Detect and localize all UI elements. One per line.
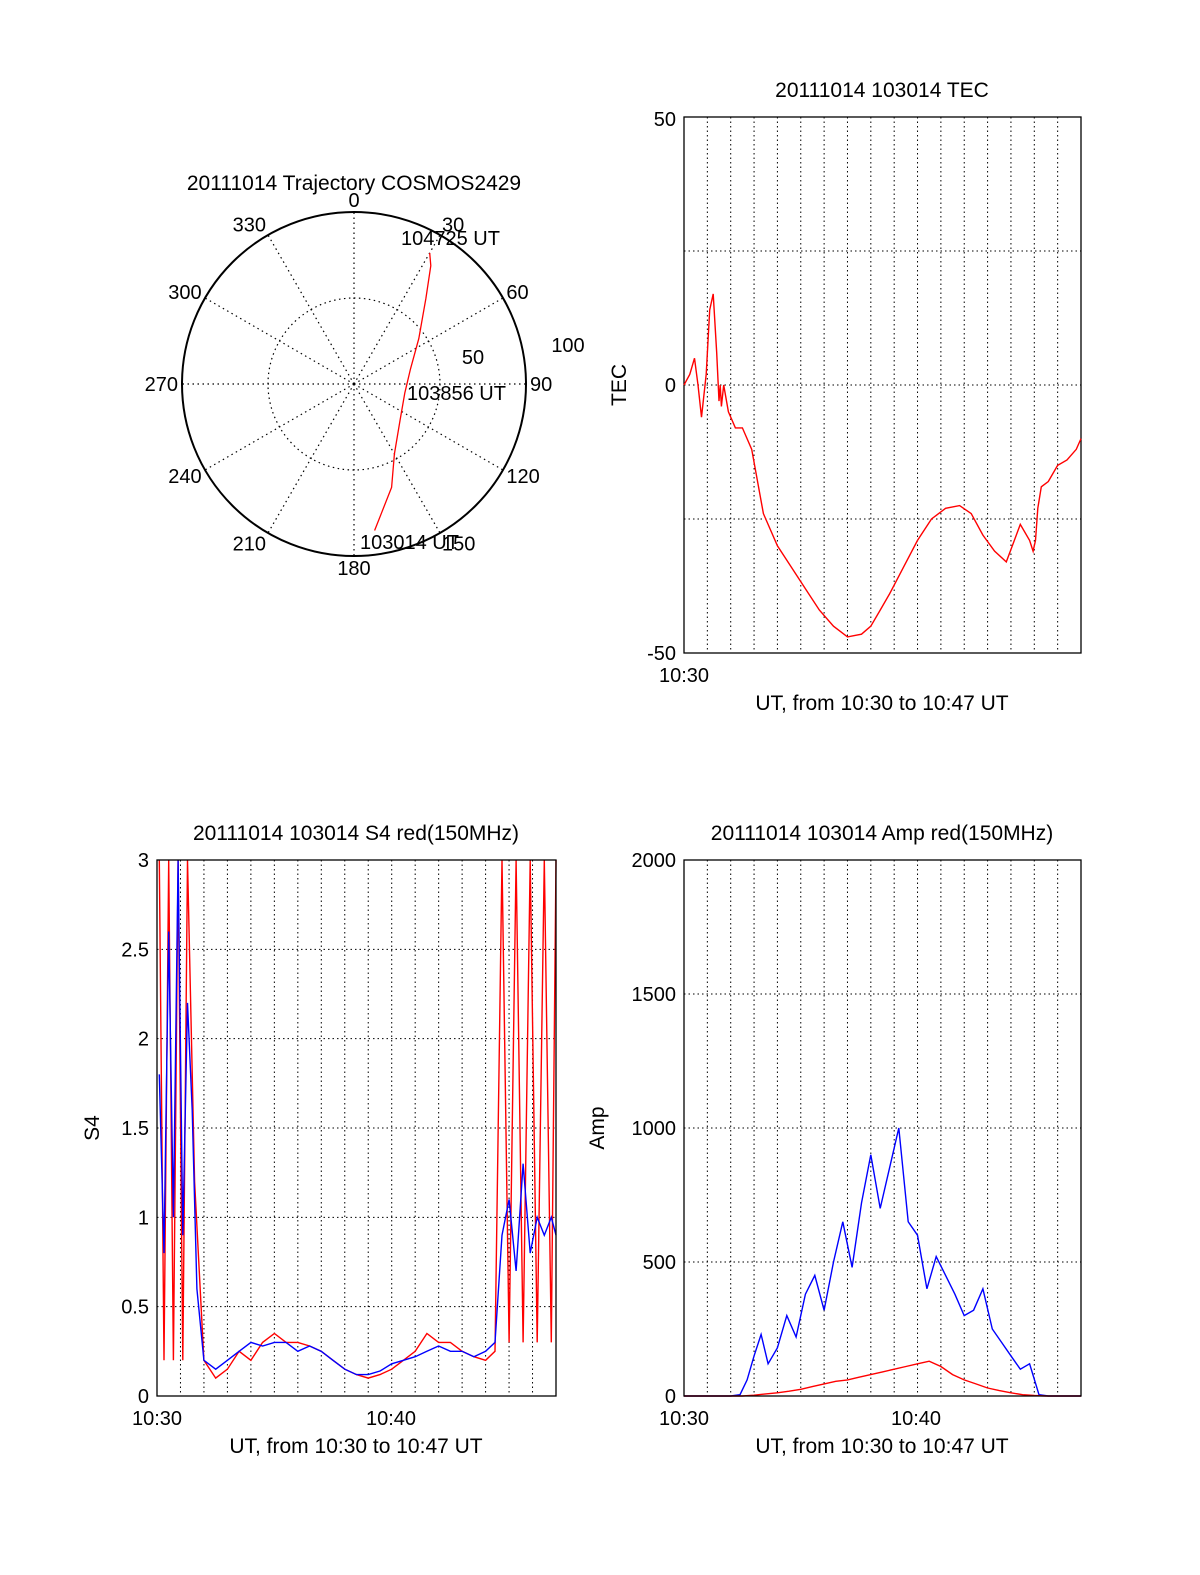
polar-azimuth-label: 150 xyxy=(442,533,475,555)
polar-spoke xyxy=(353,234,441,385)
amp-y-axis-label: Amp xyxy=(586,1106,609,1149)
polar-spoke xyxy=(267,383,355,534)
polar-title: 20111014 Trajectory COSMOS2429 xyxy=(187,172,521,195)
s4-x-tick: 10:30 xyxy=(132,1408,182,1430)
tec-y-axis-label: TEC xyxy=(608,364,631,406)
polar-spoke xyxy=(353,383,504,471)
trajectory-mid-time: 103856 UT xyxy=(407,383,506,405)
trajectory-polar-plot: 20111014 Trajectory COSMOS2429 0 30 60 90 12… xyxy=(145,172,585,580)
tec-x-tick: 10:30 xyxy=(659,665,709,687)
s4-y-axis-label: S4 xyxy=(81,1115,104,1141)
blue-series-line xyxy=(684,1127,1081,1397)
s4-x-tick: 10:40 xyxy=(366,1408,416,1430)
y-tick-label: 3 xyxy=(138,850,149,872)
polar-azimuth-label: 0 xyxy=(348,190,359,212)
trajectory-start-time: 103014 UT xyxy=(360,532,459,554)
polar-spoke xyxy=(204,383,355,471)
red-series-line xyxy=(158,859,557,1380)
s4-y-ticks: 0 0.5 1 1.5 2 2.5 3 xyxy=(121,850,149,1408)
polar-azimuth-label: 180 xyxy=(337,558,370,580)
polar-spoke xyxy=(267,234,355,385)
polar-spoke xyxy=(204,297,355,385)
polar-azimuth-labels: 0 30 60 90 120 150 180 210 240 270 300 330 xyxy=(145,190,553,580)
y-tick-label: 500 xyxy=(643,1252,676,1274)
polar-spoke xyxy=(353,297,504,385)
tec-panel: 20111014 103014 TEC 50 0 -50 10:30 UT, f… xyxy=(608,79,1082,715)
amp-x-tick: 10:40 xyxy=(891,1408,941,1430)
tec-y-tick: -50 xyxy=(647,643,676,665)
polar-radial-label: 100 xyxy=(551,335,584,357)
polar-azimuth-label: 300 xyxy=(168,282,201,304)
s4-plot-frame xyxy=(156,859,557,1397)
tec-series xyxy=(683,293,1082,638)
y-tick-label: 0.5 xyxy=(121,1297,149,1319)
s4-title: 20111014 103014 S4 red(150MHz) xyxy=(193,822,519,845)
tec-title: 20111014 103014 TEC xyxy=(775,79,989,102)
y-tick-label: 1500 xyxy=(632,984,677,1006)
y-tick-label: 1.5 xyxy=(121,1118,149,1140)
red-series-line xyxy=(683,293,1082,638)
polar-azimuth-label: 30 xyxy=(442,215,464,237)
amp-y-ticks: 0 500 1000 1500 2000 xyxy=(632,850,677,1408)
y-tick-label: 2.5 xyxy=(121,939,149,961)
y-tick-label: 0 xyxy=(665,1386,676,1408)
amp-x-axis-label: UT, from 10:30 to 10:47 UT xyxy=(755,1435,1008,1458)
y-tick-label: 1000 xyxy=(632,1118,677,1140)
amp-x-tick: 10:30 xyxy=(659,1408,709,1430)
y-tick-label: 1 xyxy=(138,1207,149,1229)
tec-x-axis-label: UT, from 10:30 to 10:47 UT xyxy=(755,692,1008,715)
polar-azimuth-label: 120 xyxy=(506,466,539,488)
amp-gridlines xyxy=(684,860,1081,1396)
trajectory-end-time: 104725 UT xyxy=(401,228,500,250)
s4-series xyxy=(158,859,557,1380)
polar-azimuth-label: 60 xyxy=(506,282,528,304)
y-tick-label: 2000 xyxy=(632,850,677,872)
tec-y-tick: 0 xyxy=(665,375,676,397)
amp-panel: 20111014 103014 Amp red(150MHz) 0 500 1000… xyxy=(586,822,1082,1458)
amp-plot-frame xyxy=(683,859,1082,1397)
polar-outer-ring xyxy=(181,211,527,557)
polar-azimuth-label: 240 xyxy=(168,466,201,488)
polar-spokes xyxy=(182,212,526,556)
red-series-line xyxy=(684,1360,1081,1397)
y-tick-label: 0 xyxy=(138,1386,149,1408)
polar-radial-label: 50 xyxy=(462,347,484,369)
s4-x-axis-label: UT, from 10:30 to 10:47 UT xyxy=(229,1435,482,1458)
y-tick-label: 2 xyxy=(138,1029,149,1051)
polar-spoke xyxy=(353,383,441,534)
polar-azimuth-label: 210 xyxy=(233,533,266,555)
blue-series-line xyxy=(158,859,557,1376)
s4-panel: 20111014 103014 S4 red(150MHz) 0 0.5 1 1.5 2… xyxy=(81,822,557,1458)
polar-azimuth-label: 270 xyxy=(145,374,178,396)
polar-azimuth-label: 330 xyxy=(233,215,266,237)
trajectory-track xyxy=(373,252,432,531)
tec-gridlines xyxy=(684,117,1081,653)
amp-title: 20111014 103014 Amp red(150MHz) xyxy=(711,822,1053,845)
amp-series xyxy=(684,1127,1081,1397)
tec-y-tick: 50 xyxy=(654,109,676,131)
polar-azimuth-label: 90 xyxy=(530,374,552,396)
